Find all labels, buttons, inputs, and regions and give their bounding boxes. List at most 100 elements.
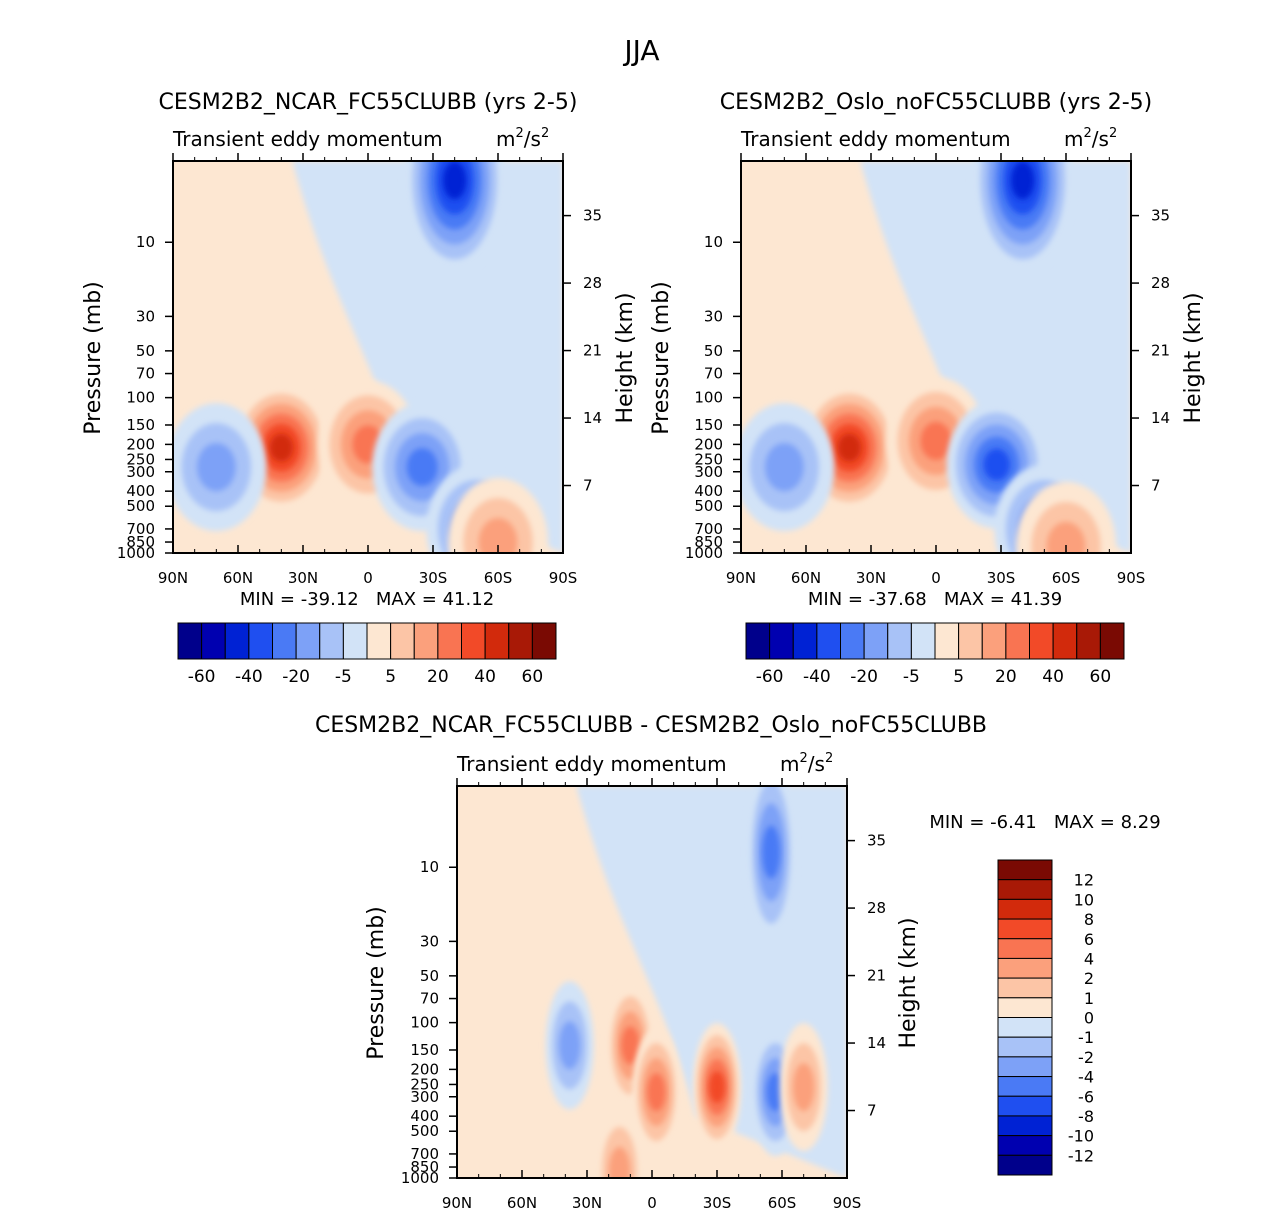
colorbar-swatch xyxy=(958,622,983,660)
colorbar-label: 6 xyxy=(1084,930,1094,949)
colorbar-swatch xyxy=(295,622,321,660)
field-feature-3-level-5 xyxy=(443,161,467,200)
y2-tick-label: 14 xyxy=(1151,409,1170,427)
y-tick-label: 850 xyxy=(410,1158,439,1176)
panel-2-colorbar: -60 -40 -20 -5 5 20 40 60 xyxy=(745,622,1125,687)
panel-2: CESM2B2_Oslo_noFC55CLUBB (yrs 2-5) Trans… xyxy=(649,90,1206,687)
panel-1-y2label: Height (km) xyxy=(613,292,638,423)
y2-tick-label: 28 xyxy=(1151,274,1170,292)
colorbar-swatch xyxy=(997,859,1053,881)
colorbar-swatch xyxy=(997,977,1053,999)
y-tick-label: 250 xyxy=(410,1075,439,1093)
y-tick-label: 700 xyxy=(410,1145,439,1163)
colorbar-swatch xyxy=(272,622,297,660)
y-tick-label: 50 xyxy=(420,967,439,985)
colorbar-swatch xyxy=(997,938,1053,959)
y-tick-label: 70 xyxy=(136,365,155,383)
panel-3-axes: 90N 60N 30N 0 30S 60S 90S103050701001502002503… xyxy=(401,778,886,1212)
colorbar-swatch xyxy=(461,622,486,660)
x-tick-label: 30N xyxy=(856,569,886,587)
y-tick-label: 850 xyxy=(694,533,723,551)
colorbar-label: 5 xyxy=(953,667,964,687)
panel-3-units: m2/s2 xyxy=(780,751,833,776)
y2-tick-label: 21 xyxy=(867,967,886,985)
field-feature-3-level-2 xyxy=(559,1021,581,1070)
colorbar-label: 60 xyxy=(1090,667,1112,687)
y2-tick-label: 28 xyxy=(583,274,602,292)
y-tick-label: 100 xyxy=(694,389,723,407)
colorbar-swatch xyxy=(997,1154,1053,1176)
colorbar-swatch xyxy=(319,622,344,660)
y-tick-label: 100 xyxy=(410,1014,439,1032)
y2-tick-label: 21 xyxy=(583,342,602,360)
y-tick-label: 1000 xyxy=(685,544,723,562)
y2-tick-label: 14 xyxy=(867,1034,886,1052)
panel-2-ylabel: Pressure (mb) xyxy=(649,281,674,435)
y2-tick-label: 7 xyxy=(867,1102,877,1120)
colorbar-swatch xyxy=(910,622,936,660)
x-tick-label: 0 xyxy=(931,569,941,587)
colorbar-label: -5 xyxy=(903,667,920,687)
y2-tick-label: 7 xyxy=(583,477,593,495)
field-feature-2-level-3 xyxy=(406,448,438,487)
field-feature-0-level-5 xyxy=(837,433,861,462)
x-tick-label: 60S xyxy=(768,1194,797,1212)
x-tick-label: 0 xyxy=(647,1194,657,1212)
colorbar-swatch xyxy=(201,622,226,660)
x-tick-label: 30S xyxy=(987,569,1016,587)
y-tick-label: 400 xyxy=(410,1107,439,1125)
colorbar-swatch xyxy=(484,622,510,660)
y2-tick-label: 35 xyxy=(867,832,886,850)
panel-2-axes: 90N 60N 30N 0 30S 60S 90S103050701001502002503… xyxy=(685,153,1170,587)
x-tick-label: 90S xyxy=(1117,569,1146,587)
colorbar-label: -12 xyxy=(1068,1146,1094,1165)
panel-2-units: m2/s2 xyxy=(1064,126,1117,151)
colorbar-label: -40 xyxy=(803,667,831,687)
panel-1-colorbar: -60 -40 -20 -5 5 20 40 60 xyxy=(177,622,557,687)
y-tick-label: 1000 xyxy=(401,1169,439,1187)
colorbar-swatch xyxy=(366,622,392,660)
x-tick-label: 90N xyxy=(726,569,756,587)
y-tick-label: 400 xyxy=(126,482,155,500)
y-tick-label: 10 xyxy=(420,858,439,876)
colorbar-swatch xyxy=(390,622,415,660)
y-tick-label: 70 xyxy=(420,990,439,1008)
y-tick-label: 250 xyxy=(126,450,155,468)
colorbar-label: -20 xyxy=(850,667,878,687)
colorbar-swatch xyxy=(997,898,1053,920)
colorbar-label: -8 xyxy=(1078,1107,1094,1126)
colorbar-swatch xyxy=(934,622,960,660)
field-feature-6-level-2 xyxy=(793,1063,815,1112)
colorbar-label: -1 xyxy=(1078,1028,1094,1047)
colorbar-swatch xyxy=(887,622,912,660)
x-tick-label: 30S xyxy=(419,569,448,587)
panel-2-y2label: Height (km) xyxy=(1181,292,1206,423)
x-tick-label: 60N xyxy=(791,569,821,587)
y-tick-label: 850 xyxy=(126,533,155,551)
field-feature-0-level-5 xyxy=(269,433,294,462)
colorbar-label: -60 xyxy=(756,667,784,687)
panel-1-subtitle: Transient eddy momentum xyxy=(172,127,443,151)
colorbar-label: 1 xyxy=(1084,989,1094,1008)
colorbar-swatch xyxy=(769,622,794,660)
y-tick-label: 30 xyxy=(136,307,155,325)
colorbar-label: 4 xyxy=(1084,949,1094,968)
x-tick-label: 60S xyxy=(1052,569,1081,587)
colorbar-swatch xyxy=(997,1135,1053,1156)
colorbar-swatch xyxy=(177,622,203,660)
x-tick-label: 0 xyxy=(363,569,373,587)
colorbar-label: -60 xyxy=(188,667,216,687)
y-tick-label: 50 xyxy=(136,342,155,360)
panel-2-minmax: MIN = -37.68 MAX = 41.39 xyxy=(808,589,1062,610)
x-tick-label: 90S xyxy=(549,569,578,587)
field-feature-6-level-2 xyxy=(1046,521,1086,553)
field-feature-5-level-2 xyxy=(765,443,804,492)
x-tick-label: 60N xyxy=(223,569,253,587)
field-feature-1-level-3 xyxy=(920,421,952,460)
field-feature-2-level-3 xyxy=(647,1073,666,1112)
colorbar-swatch xyxy=(997,879,1053,900)
x-tick-label: 60S xyxy=(484,569,513,587)
panel-3-ylabel: Pressure (mb) xyxy=(364,906,389,1060)
colorbar-swatch xyxy=(508,622,533,660)
